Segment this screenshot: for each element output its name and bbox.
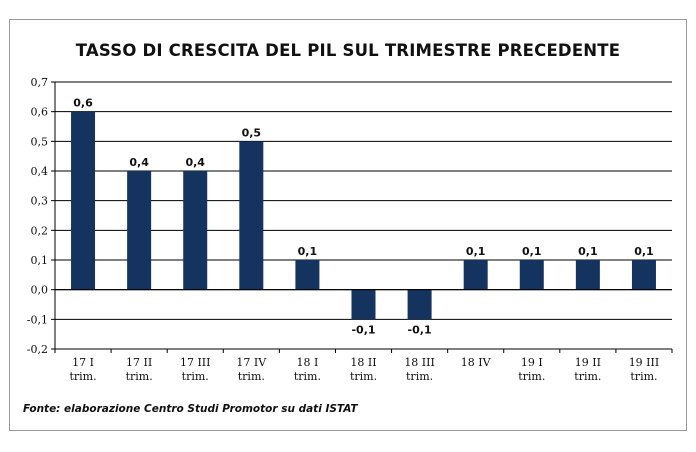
y-tick-label: 0,0	[31, 284, 49, 297]
bar	[351, 289, 376, 320]
x-tick-label: 17 IV	[236, 356, 267, 369]
data-label: 0,5	[242, 126, 262, 139]
x-tick-label: trim.	[69, 370, 96, 383]
data-label: 0,1	[634, 245, 654, 258]
bar	[575, 260, 600, 290]
y-tick-label: -0,1	[27, 313, 48, 326]
data-label: 0,1	[298, 245, 318, 258]
x-tick-label: trim.	[350, 370, 377, 383]
x-tick-label: trim.	[182, 370, 209, 383]
bar	[239, 141, 264, 290]
data-label: 0,6	[73, 97, 93, 110]
data-label: -0,1	[351, 323, 375, 336]
data-label: 0,1	[578, 245, 598, 258]
bar	[127, 171, 152, 290]
bar	[183, 171, 208, 290]
x-tick-label: 19 II	[575, 356, 601, 369]
x-tick-label: 18 IV	[461, 356, 492, 369]
chart-title: TASSO DI CRESCITA DEL PIL SUL TRIMESTRE …	[75, 41, 621, 60]
x-tick-label: trim.	[518, 370, 545, 383]
x-tick-label: 17 II	[126, 356, 152, 369]
x-tick-label: 18 III	[404, 356, 435, 369]
x-tick-label: trim.	[294, 370, 321, 383]
y-tick-label: 0,3	[31, 195, 49, 208]
chart-frame	[9, 19, 687, 431]
y-tick-label: 0,4	[31, 165, 49, 178]
x-tick-label: trim.	[238, 370, 265, 383]
y-tick-label: 0,2	[31, 224, 49, 237]
x-tick-label: trim.	[406, 370, 433, 383]
y-tick-label: -0,2	[27, 343, 48, 356]
data-label: 0,1	[466, 245, 486, 258]
x-tick-label: trim.	[126, 370, 153, 383]
bar	[463, 260, 488, 290]
x-tick-label: trim.	[630, 370, 657, 383]
bar	[71, 111, 96, 290]
data-label: -0,1	[408, 323, 432, 336]
data-label: 0,4	[129, 156, 149, 169]
source-note: Fonte: elaborazione Centro Studi Promoto…	[23, 403, 358, 415]
y-tick-label: 0,5	[31, 135, 49, 148]
y-tick-label: 0,1	[31, 254, 49, 267]
x-tick-label: 18 I	[296, 356, 318, 369]
data-label: 0,4	[185, 156, 205, 169]
bar	[519, 260, 544, 290]
x-tick-label: trim.	[574, 370, 601, 383]
bar	[295, 260, 320, 290]
x-tick-label: 19 III	[629, 356, 660, 369]
bar	[407, 289, 432, 320]
x-tick-label: 18 II	[350, 356, 376, 369]
x-tick-label: 17 III	[180, 356, 211, 369]
data-label: 0,1	[522, 245, 542, 258]
x-tick-label: 17 I	[72, 356, 94, 369]
bar	[631, 260, 656, 290]
y-tick-label: 0,7	[31, 76, 49, 89]
x-tick-label: 19 I	[521, 356, 543, 369]
y-tick-label: 0,6	[31, 106, 49, 119]
